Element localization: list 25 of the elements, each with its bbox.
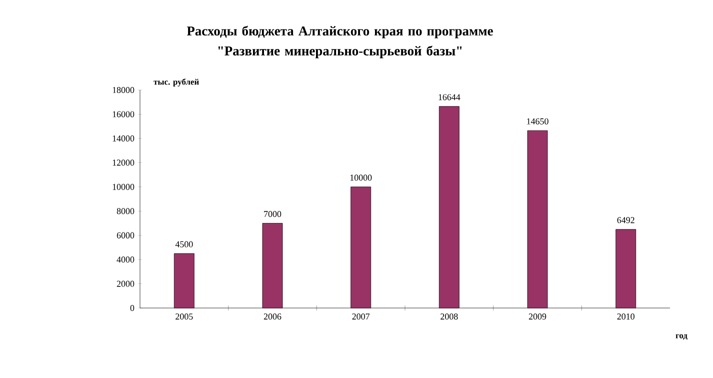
chart-title: Расходы бюджета Алтайского края по программе "Развитие минерально-сырьевой базы" [186,26,493,58]
y-tick-label: 0 [130,304,134,312]
data-label: 6492 [617,217,634,224]
y-tick-label: 12000 [112,160,134,166]
x-tick-label: 2008 [440,314,458,320]
y-tick-label: 2000 [116,280,134,287]
y-tick-label: 16000 [112,111,134,118]
x-tick-label: 2005 [176,314,193,320]
data-label: 16644 [438,94,460,100]
y-tick-label: 8000 [116,208,134,214]
y-tick-label: 6000 [116,232,134,238]
data-label: 7000 [264,210,282,218]
data-label: 4500 [175,241,193,248]
y-tick-label: 18000 [112,86,134,94]
x-tick-label: 2010 [617,314,634,320]
data-label: 10000 [350,174,372,181]
x-tick-label: 2009 [528,314,546,320]
y-tick-label: 4000 [116,256,134,263]
data-label: 14650 [527,118,548,124]
y-tick-label: 14000 [112,135,134,142]
x-tick-label: 2006 [264,314,282,320]
x-tick-label: 2007 [352,314,370,320]
y-axis-title: тыс. рублей [154,78,199,86]
x-axis-title: год [676,334,688,340]
y-tick-label: 10000 [112,184,134,190]
